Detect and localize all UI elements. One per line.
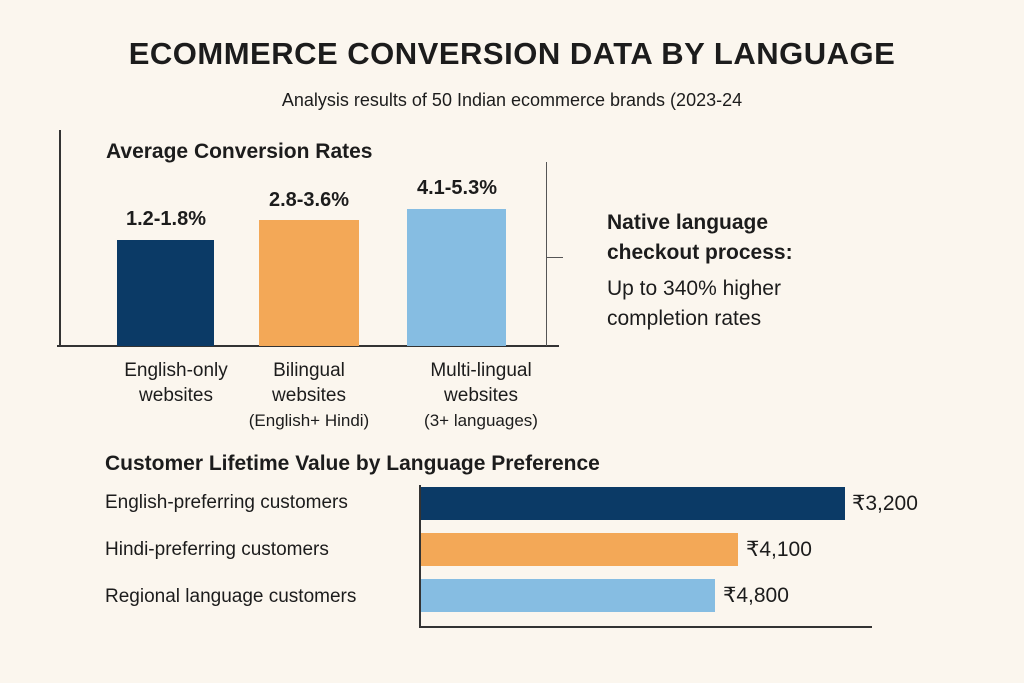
clv-bar-regional [421, 579, 715, 612]
category-line: websites [272, 385, 346, 406]
clv-label-english: English-preferring customers [105, 492, 348, 513]
callout-heading-2: checkout process: [607, 241, 793, 264]
clv-y-axis [419, 485, 421, 628]
value-label-multilingual: 4.1-5.3% [416, 177, 498, 199]
clv-value-regional: ₹4,800 [723, 584, 789, 607]
bar-bilingual [259, 220, 359, 346]
callout-body-1: Up to 340% higher [607, 277, 781, 300]
clv-label-hindi: Hindi-preferring customers [105, 539, 329, 560]
category-line: Multi-lingual [430, 360, 532, 381]
callout-body-2: completion rates [607, 307, 762, 330]
page-subtitle: Analysis results of 50 Indian ecommerce … [281, 90, 743, 110]
divider-line [546, 162, 547, 346]
page-title: ECOMMERCE CONVERSION DATA BY LANGUAGE [128, 36, 896, 71]
divider-tick [546, 257, 563, 258]
category-label-multilingual: Multi-lingual websites (3+ languages) [401, 358, 561, 433]
category-line: Bilingual [273, 360, 345, 381]
x-axis-line [57, 345, 559, 347]
clv-x-axis [419, 626, 872, 628]
bar-english-only [117, 240, 214, 346]
y-axis-line [59, 130, 61, 347]
category-line: English-only [124, 360, 228, 381]
category-label-bilingual: Bilingual websites (English+ Hindi) [229, 358, 389, 433]
bar-multilingual [407, 209, 506, 346]
clv-bar-hindi [421, 533, 738, 566]
clv-bar-english [421, 487, 845, 520]
clv-label-regional: Regional language customers [105, 586, 357, 607]
clv-value-english: ₹3,200 [852, 492, 918, 515]
category-line: (English+ Hindi) [248, 411, 370, 430]
value-label-bilingual: 2.8-3.6% [268, 189, 350, 211]
value-label-english-only: 1.2-1.8% [125, 208, 207, 230]
clv-chart-title: Customer Lifetime Value by Language Pref… [105, 452, 600, 475]
category-line: websites [444, 385, 518, 406]
clv-value-hindi: ₹4,100 [746, 538, 812, 561]
conversion-chart-title: Average Conversion Rates [106, 140, 373, 163]
callout-heading-1: Native language [607, 211, 769, 234]
category-line: websites [139, 385, 213, 406]
category-label-english-only: English-only websites [96, 358, 256, 408]
category-line: (3+ languages) [424, 411, 538, 430]
